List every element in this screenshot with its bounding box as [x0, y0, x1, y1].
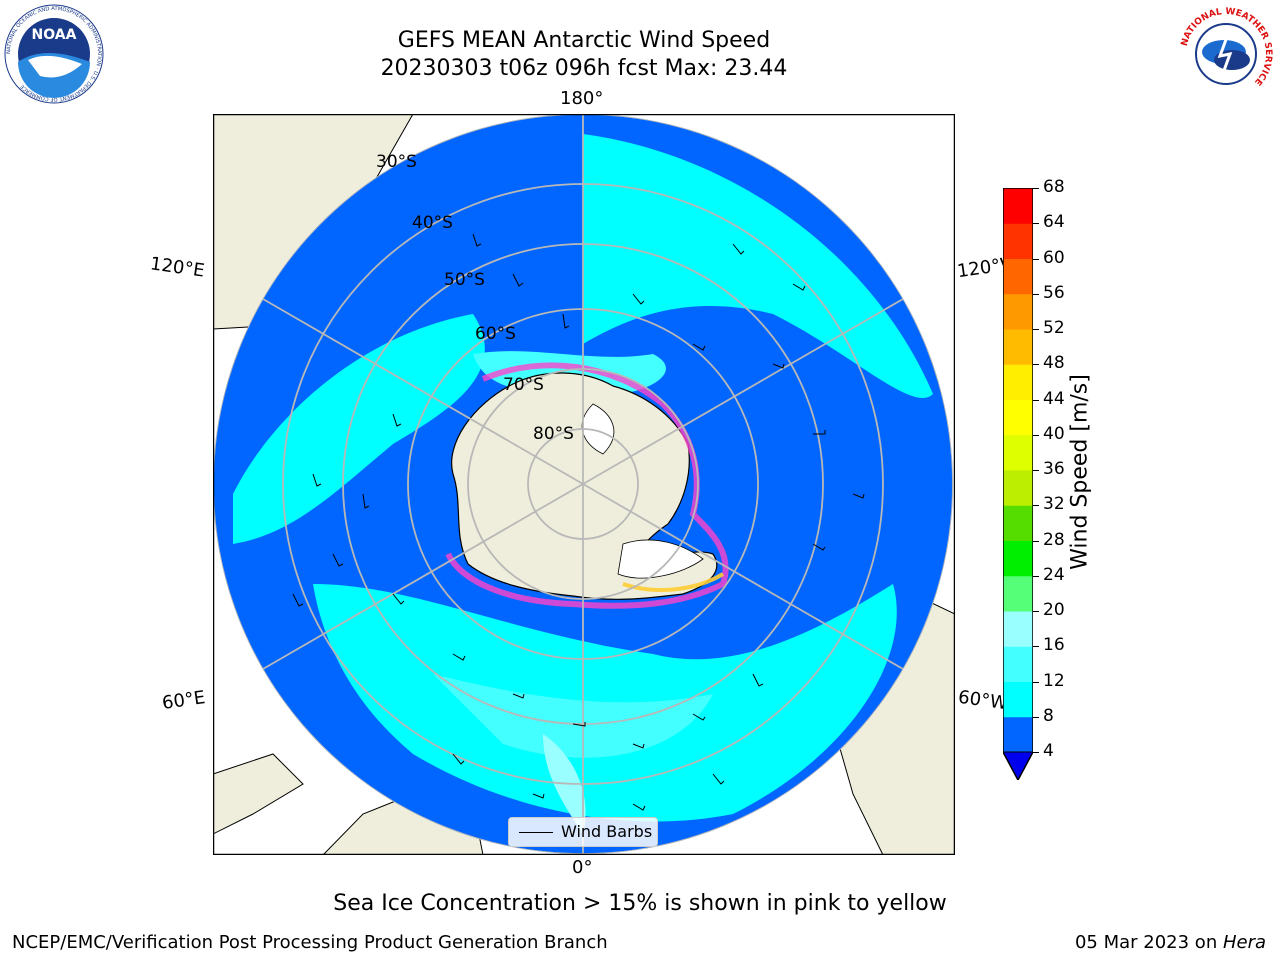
colorbar-segment — [1003, 188, 1033, 224]
colorbar-tick-mark — [1033, 505, 1039, 507]
colorbar-segment — [1003, 540, 1033, 577]
colorbar-segment — [1003, 329, 1033, 365]
colorbar-tick-label: 44 — [1043, 388, 1065, 409]
footer-date-text: 05 Mar 2023 on — [1074, 932, 1223, 953]
colorbar-tick-label: 64 — [1043, 212, 1065, 233]
colorbar-tick-mark — [1033, 575, 1039, 577]
wind-band-west — [233, 314, 485, 544]
colorbar-tick-mark — [1033, 293, 1039, 295]
lat-label-40s: 40°S — [412, 213, 453, 233]
noaa-logo: NATIONAL OCEANIC AND ATMOSPHERIC ADMINIS… — [4, 4, 104, 104]
colorbar-tick-label: 12 — [1043, 670, 1065, 691]
colorbar-under-arrow — [1003, 751, 1033, 780]
colorbar-tick-mark — [1033, 611, 1039, 612]
colorbar-segment — [1003, 434, 1033, 471]
map-legend: Wind Barbs — [508, 817, 658, 847]
colorbar-tick-label: 16 — [1043, 635, 1065, 656]
map-border — [213, 114, 955, 855]
lon-label-0: 0° — [572, 857, 593, 878]
nws-logo: NATIONAL WEATHER SERVICE — [1177, 5, 1275, 103]
colorbar-tick-label: 36 — [1043, 459, 1065, 479]
wind-band-south-strong — [433, 674, 713, 758]
colorbar-tick-label: 68 — [1043, 177, 1065, 197]
map-subtitle: 20230303 t06z 096h fcst Max: 23.44 — [380, 56, 788, 81]
colorbar-tick-mark — [1033, 716, 1039, 718]
colorbar-tick-mark — [1033, 434, 1039, 436]
lat-label-30s: 30°S — [376, 152, 417, 172]
colorbar-tick-label: 48 — [1043, 353, 1065, 374]
polar-map — [213, 114, 955, 855]
lon-label-180: 180° — [560, 88, 604, 109]
madagascar-land — [213, 753, 304, 835]
colorbar-segment — [1003, 470, 1033, 506]
colorbar-tick-mark — [1033, 399, 1039, 401]
colorbar — [1003, 188, 1033, 780]
legend-line-icon — [519, 832, 553, 833]
colorbar-tick-label: 60 — [1043, 247, 1065, 268]
footer-system: Hera — [1222, 932, 1266, 953]
colorbar-segment — [1003, 505, 1033, 541]
colorbar-tick-mark — [1033, 188, 1039, 189]
noaa-logo-text: NOAA — [32, 27, 77, 43]
colorbar-tick-label: 24 — [1043, 564, 1065, 585]
colorbar-segment — [1003, 611, 1033, 647]
colorbar-tick-label: 4 — [1043, 741, 1054, 761]
colorbar-tick-mark — [1033, 646, 1039, 648]
colorbar-tick-mark — [1033, 752, 1039, 753]
lat-label-70s: 70°S — [503, 375, 544, 395]
colorbar-tick-mark — [1033, 329, 1039, 330]
colorbar-tick-label: 40 — [1043, 423, 1065, 444]
colorbar-tick-mark — [1033, 364, 1039, 366]
antarctica-land — [451, 372, 718, 600]
colorbar-tick-label: 56 — [1043, 282, 1065, 303]
lon-label-60w: 60°W — [956, 686, 1009, 715]
lat-label-50s: 50°S — [444, 270, 485, 290]
graticule — [213, 114, 953, 854]
weddell-ice-shelf — [617, 539, 704, 579]
colorbar-tick-mark — [1033, 540, 1039, 542]
lat-label-60s: 60°S — [475, 324, 516, 344]
colorbar-tick-mark — [1033, 470, 1039, 471]
footer-date: 05 Mar 2023 on Hera — [1075, 932, 1266, 953]
map-title: GEFS MEAN Antarctic Wind Speed — [397, 28, 771, 53]
wind-barbs — [292, 233, 865, 811]
colorbar-tick-mark — [1033, 223, 1039, 225]
colorbar-segment — [1003, 399, 1033, 436]
colorbar-segment — [1003, 681, 1033, 718]
colorbar-tick-mark — [1033, 258, 1039, 260]
colorbar-segment — [1003, 293, 1033, 330]
colorbar-label: Wind Speed [m/s] — [1067, 374, 1093, 570]
colorbar-segment — [1003, 258, 1033, 295]
lat-label-80s: 80°S — [533, 424, 574, 444]
colorbar-segment — [1003, 575, 1033, 612]
sea-ice-edge — [445, 362, 729, 609]
legend-label: Wind Barbs — [561, 822, 653, 841]
colorbar-segment — [1003, 364, 1033, 400]
colorbar-outline — [1003, 188, 1033, 780]
colorbar-segment — [1003, 716, 1033, 753]
colorbar-segment — [1003, 646, 1033, 682]
colorbar-segment — [1003, 223, 1033, 259]
colorbar-tick-mark — [1033, 681, 1039, 683]
lon-label-60e: 60°E — [160, 687, 207, 714]
colorbar-tick-label: 52 — [1043, 318, 1065, 338]
colorbar-tick-label: 32 — [1043, 494, 1065, 515]
footer-branch: NCEP/EMC/Verification Post Processing Pr… — [12, 932, 608, 953]
colorbar-tick-label: 20 — [1043, 600, 1065, 620]
colorbar-tick-label: 28 — [1043, 529, 1065, 550]
colorbar-tick-label: 8 — [1043, 705, 1054, 726]
lon-label-120e: 120°E — [148, 253, 206, 282]
sea-ice-note: Sea Ice Concentration > 15% is shown in … — [333, 891, 947, 916]
